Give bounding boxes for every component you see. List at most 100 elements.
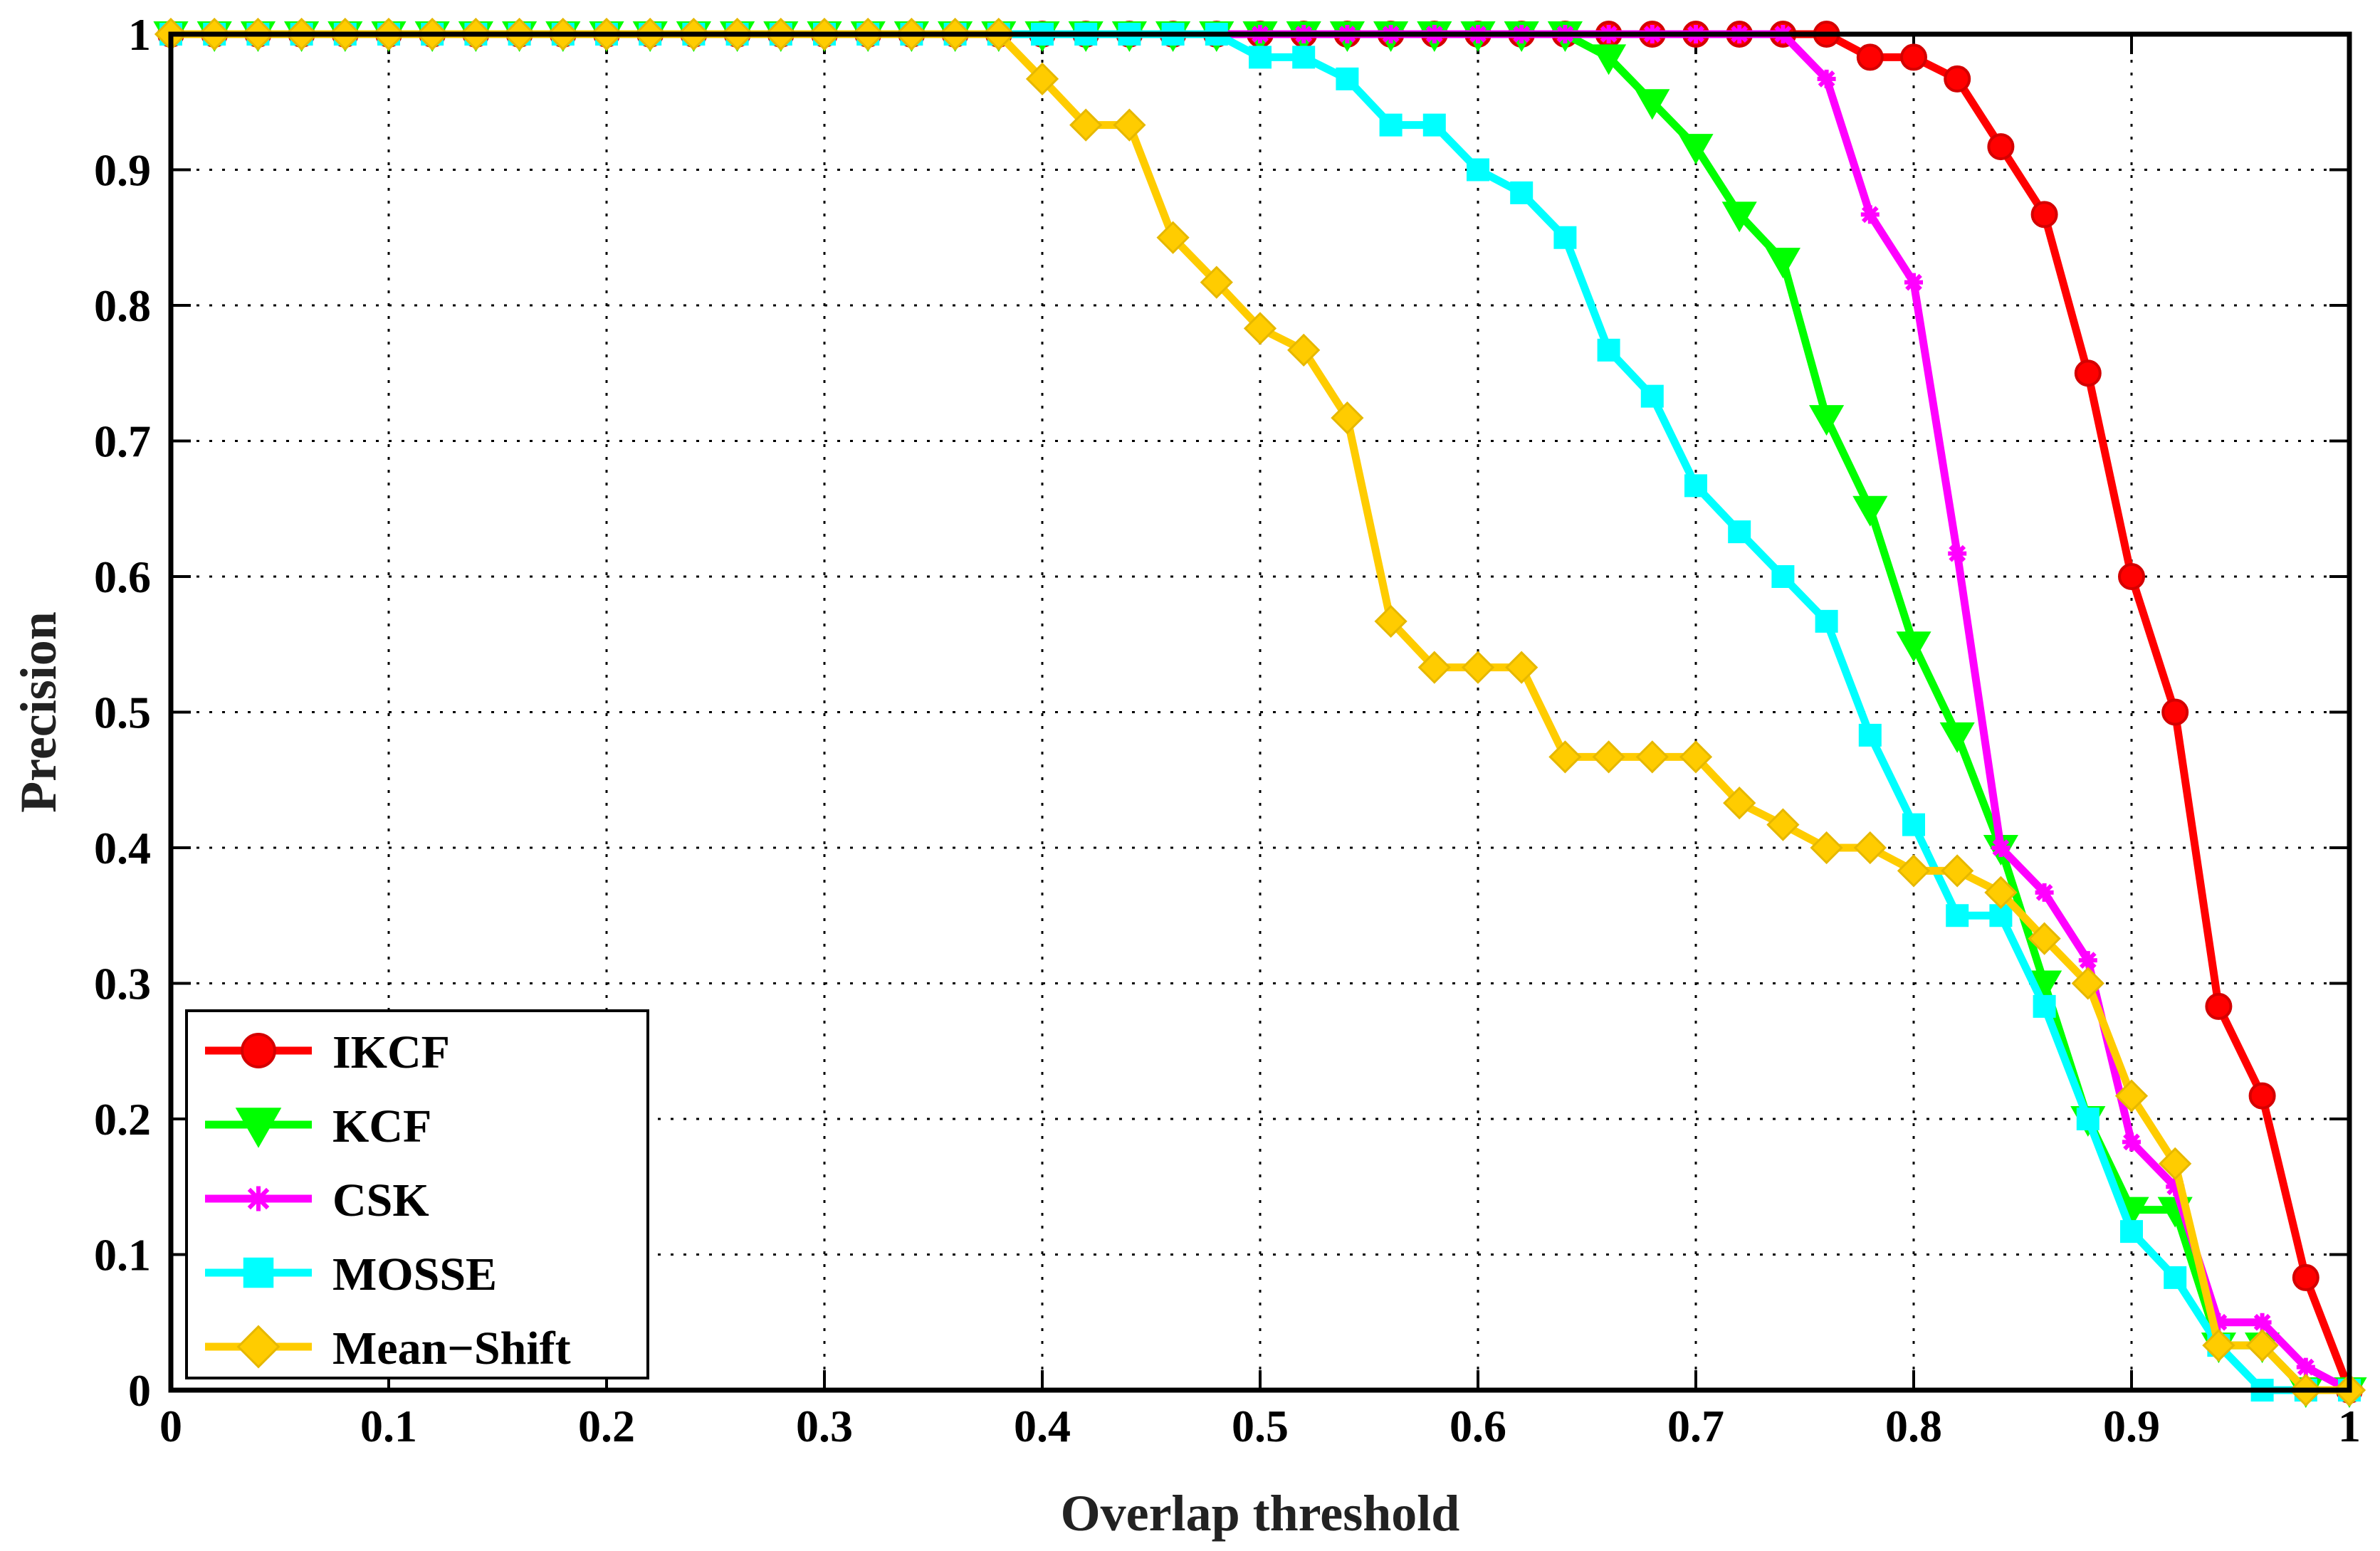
data-point [1379, 113, 1403, 137]
data-point [1896, 631, 1931, 663]
data-point [1852, 495, 1888, 527]
data-point [1723, 787, 1756, 820]
data-point [1156, 221, 1190, 254]
y-tick-label: 0.6 [94, 552, 151, 602]
legend: IKCF KCF CSK MOSSE Mean−Shift [185, 1009, 649, 1379]
data-point [2202, 1329, 2235, 1362]
legend-marker [241, 1033, 276, 1068]
data-point [1422, 113, 1446, 137]
y-tick-label: 0.9 [94, 145, 151, 196]
y-tick-label: 0.4 [94, 823, 151, 873]
data-point [2074, 359, 2102, 387]
data-point [1635, 740, 1669, 774]
data-point [1287, 333, 1321, 367]
data-point [1505, 651, 1538, 684]
legend-marker [236, 1325, 281, 1369]
data-point [2164, 1266, 2187, 1289]
data-point [1946, 904, 1969, 927]
y-tick-label: 0.7 [94, 416, 151, 467]
data-point [1510, 181, 1534, 204]
x-tick-label: 0.9 [2103, 1401, 2160, 1451]
x-tick-label: 0.2 [578, 1401, 635, 1451]
data-point [1597, 338, 1620, 362]
legend-label: CSK [332, 1174, 429, 1226]
y-axis-title: Precision [10, 611, 67, 813]
data-point [1678, 134, 1714, 165]
data-point [1900, 43, 1927, 71]
legend-marker [243, 1257, 274, 1288]
data-point [1374, 604, 1407, 638]
data-point [2248, 1082, 2276, 1110]
data-point [1817, 69, 1836, 88]
data-point [1684, 474, 1707, 498]
data-point [2028, 922, 2061, 955]
data-point [1336, 67, 1359, 90]
data-point [1548, 740, 1582, 774]
legend-label: IKCF [332, 1026, 450, 1078]
data-point [1461, 651, 1495, 684]
data-point [2166, 1177, 2185, 1197]
legend-label: Mean−Shift [332, 1323, 571, 1374]
y-tick-label: 0 [128, 1365, 151, 1416]
data-point [1991, 838, 2011, 857]
data-point [1765, 248, 1800, 279]
data-point [2078, 951, 2097, 970]
data-point [1640, 384, 1664, 408]
data-point [1939, 722, 1975, 753]
x-tick-label: 0.4 [1014, 1401, 1071, 1451]
data-point [1635, 89, 1670, 120]
x-tick-label: 0.6 [1450, 1401, 1506, 1451]
data-point [2033, 994, 2056, 1018]
data-point [1904, 273, 1923, 292]
tick-labels: 0 0.1 0.2 0.3 0.4 0.5 0.6 0.7 0.8 0.9 1 0 0.1 0.2 0.3 0… [94, 9, 2361, 1451]
data-point [2159, 1147, 2192, 1180]
plot-frame [168, 31, 2352, 1393]
data-point [2253, 1313, 2272, 1332]
data-point [1948, 544, 1967, 563]
data-point [2209, 1313, 2228, 1332]
x-tick-label: 0.5 [1232, 1401, 1289, 1451]
data-point [1809, 405, 1845, 436]
legend-label: MOSSE [332, 1248, 497, 1300]
data-point [2245, 1329, 2279, 1362]
data-point [2122, 1132, 2141, 1152]
data-point [1771, 565, 1795, 588]
data-point [1858, 723, 1882, 747]
data-point [2076, 1108, 2099, 1130]
data-point [2205, 992, 2233, 1020]
data-point [2161, 698, 2189, 726]
x-tick-label: 0 [159, 1401, 182, 1451]
data-point [1025, 62, 1059, 95]
data-point [1766, 808, 1800, 841]
data-point [1592, 740, 1625, 774]
legend-item: Mean−Shift [205, 1323, 571, 1374]
legend-label: KCF [332, 1100, 431, 1152]
data-point [2071, 967, 2104, 1000]
legend-item: CSK [205, 1174, 429, 1226]
data-point [2292, 1263, 2319, 1291]
y-tick-label: 0.2 [94, 1094, 151, 1145]
legend-item: MOSSE [205, 1248, 497, 1300]
data-point [1944, 65, 1971, 93]
data-point [1941, 854, 1974, 888]
legend-marker [246, 1186, 271, 1211]
x-tick-label: 0.8 [1885, 1401, 1942, 1451]
x-tick-label: 0.3 [796, 1401, 853, 1451]
data-point [1200, 265, 1233, 299]
data-point [1249, 46, 1272, 69]
data-point [1679, 740, 1713, 774]
data-point [2118, 563, 2145, 590]
data-point [1856, 43, 1884, 71]
x-axis-title: Overlap threshold [1061, 1485, 1460, 1542]
data-point [2114, 1079, 2149, 1113]
legend-item: KCF [205, 1100, 431, 1152]
series-mean-shift [154, 17, 2366, 1407]
data-point [2030, 201, 2058, 228]
x-tick-label: 0.7 [1667, 1401, 1724, 1451]
data-point [1897, 854, 1931, 888]
y-tick-label: 0.5 [94, 688, 151, 738]
data-point [1902, 813, 1925, 836]
data-point [1984, 876, 2018, 909]
data-point [1987, 133, 2015, 161]
data-point [1113, 108, 1146, 142]
